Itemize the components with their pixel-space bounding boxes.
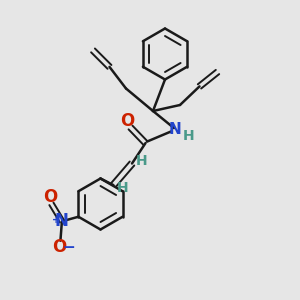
Text: −: − <box>62 240 75 255</box>
Text: N: N <box>169 122 182 137</box>
Text: H: H <box>183 129 195 142</box>
Text: H: H <box>136 154 147 168</box>
Text: O: O <box>43 188 57 206</box>
Text: +: + <box>52 215 61 225</box>
Text: O: O <box>52 238 66 256</box>
Text: O: O <box>120 112 135 130</box>
Text: H: H <box>117 181 129 194</box>
Text: N: N <box>55 212 69 230</box>
